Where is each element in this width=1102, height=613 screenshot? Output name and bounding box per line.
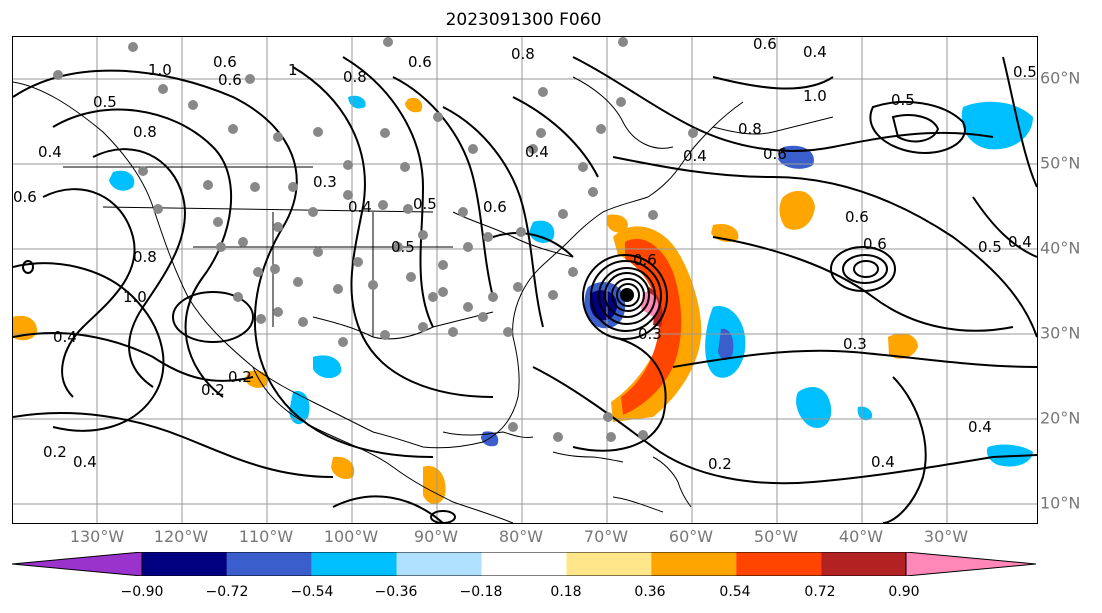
colorbar-segment bbox=[651, 552, 737, 576]
contour-label: 1.0 bbox=[803, 87, 827, 105]
lon-label: 110°W bbox=[238, 527, 294, 546]
colorbar-segment bbox=[736, 552, 822, 576]
colorbar-segment bbox=[821, 552, 906, 576]
contour-label: 0.5 bbox=[891, 91, 915, 109]
contour-label: 0.5 bbox=[93, 93, 117, 111]
lon-label: 130°W bbox=[69, 527, 125, 546]
colorbar-extend-low bbox=[12, 552, 143, 576]
contour-label: 0.5 bbox=[978, 238, 1002, 256]
contour-label: 0.6 bbox=[763, 145, 787, 163]
lat-label: 30°N bbox=[1040, 323, 1081, 343]
colorbar-tick: −0.72 bbox=[205, 584, 249, 600]
contour-label: 0.4 bbox=[1008, 233, 1032, 251]
hurricane-center-dot-icon bbox=[620, 288, 634, 302]
contour-labels: 1.0 0.6 0.5 0.8 0.4 1 0.6 0.8 0.5 0.8 0.… bbox=[13, 37, 1037, 473]
contour-lines bbox=[13, 56, 1037, 523]
contour-label: 0.6 bbox=[753, 37, 777, 53]
contour-label: 0.6 bbox=[408, 53, 432, 71]
contour-label: 0.5 bbox=[1013, 63, 1037, 81]
colorbar-tick: 0.72 bbox=[804, 584, 836, 600]
contour-label: 1 bbox=[288, 61, 298, 79]
shaded-anomalies bbox=[13, 95, 1033, 504]
colorbar-tick: 0.18 bbox=[550, 584, 582, 600]
lat-label: 20°N bbox=[1040, 408, 1081, 428]
lon-label: 100°W bbox=[323, 527, 379, 546]
colorbar-outline bbox=[141, 552, 907, 576]
contour-label: 0.4 bbox=[73, 453, 97, 471]
colorbar-tick: 0.36 bbox=[634, 584, 666, 600]
colorbar-segment bbox=[226, 552, 312, 576]
contour-label: 0.6 bbox=[13, 188, 37, 206]
contour-label: 0.6 bbox=[863, 235, 887, 253]
colorbar-segment bbox=[566, 552, 652, 576]
contour-label: 0.4 bbox=[871, 453, 895, 471]
lon-label: 120°W bbox=[153, 527, 209, 546]
lon-label: 30°W bbox=[923, 527, 969, 546]
contour-label: 0.3 bbox=[313, 173, 337, 191]
contour-label: 0.8 bbox=[511, 45, 535, 63]
contour-label: 0.8 bbox=[133, 123, 157, 141]
colorbar-tick: −0.36 bbox=[374, 584, 418, 600]
colorbar-tick: 0.54 bbox=[719, 584, 751, 600]
lat-label: 40°N bbox=[1040, 238, 1081, 258]
contour-label: 0.6 bbox=[213, 53, 237, 71]
contour-label: 0.4 bbox=[803, 43, 827, 61]
contour-label: 0.2 bbox=[43, 443, 67, 461]
colorbar-segment bbox=[311, 552, 397, 576]
map-canvas: 1.0 0.6 0.5 0.8 0.4 1 0.6 0.8 0.5 0.8 0.… bbox=[13, 37, 1037, 523]
contour-label: 0.4 bbox=[683, 147, 707, 165]
lat-label: 50°N bbox=[1040, 153, 1081, 173]
lat-label: 60°N bbox=[1040, 68, 1081, 88]
lon-label: 40°W bbox=[838, 527, 884, 546]
lat-label: 10°N bbox=[1040, 493, 1081, 513]
contour-label: 0.8 bbox=[738, 120, 762, 138]
colorbar-extend-high bbox=[905, 552, 1036, 576]
colorbar-tick: −0.54 bbox=[290, 584, 334, 600]
contour-label: 0.4 bbox=[348, 198, 372, 216]
contour-label: 1.0 bbox=[123, 288, 147, 306]
lon-label: 80°W bbox=[498, 527, 544, 546]
lon-label: 70°W bbox=[583, 527, 629, 546]
contour-label: 0.4 bbox=[53, 328, 77, 346]
contour-label: 0.2 bbox=[708, 455, 732, 473]
contour-label: 0.2 bbox=[201, 381, 225, 399]
contour-label: 0.5 bbox=[413, 195, 437, 213]
colorbar-tick: −0.90 bbox=[120, 584, 164, 600]
contour-label: 0.5 bbox=[391, 238, 415, 256]
lon-label: 90°W bbox=[413, 527, 459, 546]
colorbar-tick: −0.18 bbox=[459, 584, 503, 600]
lon-label: 60°W bbox=[668, 527, 714, 546]
contour-label: 0.4 bbox=[525, 143, 549, 161]
map-panel: 1.0 0.6 0.5 0.8 0.4 1 0.6 0.8 0.5 0.8 0.… bbox=[12, 36, 1038, 524]
contour-label: 0.4 bbox=[968, 418, 992, 436]
contour-label: 0.8 bbox=[133, 248, 157, 266]
contour-label: 0.4 bbox=[38, 143, 62, 161]
colorbar-segment bbox=[142, 552, 227, 576]
colorbar-segment bbox=[481, 552, 567, 576]
graticule bbox=[13, 37, 1037, 523]
lon-label: 50°W bbox=[753, 527, 799, 546]
contour-label: 0.6 bbox=[633, 251, 657, 269]
colorbar-tick: 0.90 bbox=[888, 584, 920, 600]
station-markers bbox=[53, 37, 698, 442]
colorbar bbox=[12, 552, 1036, 576]
map-title: 2023091300 F060 bbox=[445, 10, 602, 30]
contour-label: 0.6 bbox=[845, 208, 869, 226]
colorbar-segment bbox=[396, 552, 482, 576]
contour-label: 0.2 bbox=[228, 368, 252, 386]
contour-label: 0.3 bbox=[843, 335, 867, 353]
contour-label: 0.8 bbox=[343, 68, 367, 86]
contour-label: 0.6 bbox=[483, 198, 507, 216]
contour-label: 0.3 bbox=[638, 325, 662, 343]
contour-label: 1.0 bbox=[148, 61, 172, 79]
contour-label: 0.6 bbox=[218, 71, 242, 89]
